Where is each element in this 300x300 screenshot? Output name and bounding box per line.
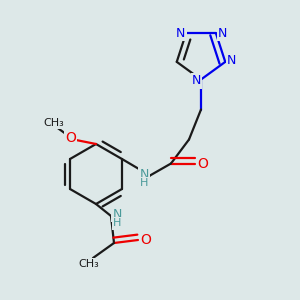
- Text: N: N: [112, 208, 122, 221]
- Text: O: O: [65, 131, 76, 145]
- Text: H: H: [140, 178, 148, 188]
- Text: O: O: [140, 233, 151, 247]
- Text: CH₃: CH₃: [78, 259, 99, 269]
- Text: N: N: [192, 74, 201, 88]
- Text: N: N: [176, 27, 185, 40]
- Text: CH₃: CH₃: [44, 118, 64, 128]
- Text: N: N: [218, 27, 227, 40]
- Text: O: O: [197, 157, 208, 170]
- Text: N: N: [139, 167, 149, 181]
- Text: N: N: [227, 54, 236, 67]
- Text: H: H: [113, 218, 121, 229]
